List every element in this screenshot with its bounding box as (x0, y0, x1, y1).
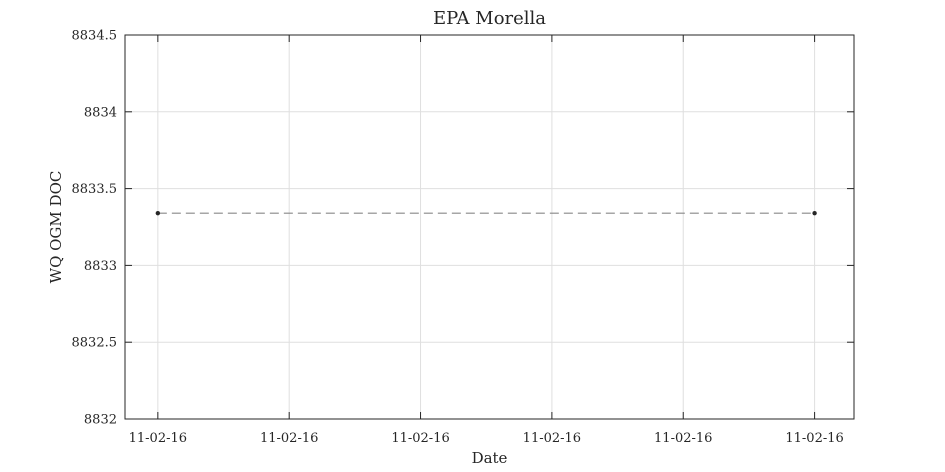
x-tick-label: 11-02-16 (129, 431, 187, 446)
y-axis-label: WQ OGM DOC (47, 171, 65, 284)
y-tick-label: 8832.5 (72, 336, 118, 351)
x-tick-label: 11-02-16 (785, 431, 843, 446)
x-tick-labels: 11-02-16 11-02-16 11-02-16 11-02-16 11-02-16… (129, 431, 844, 446)
y-tick-label: 8833.5 (72, 182, 118, 197)
plot-background (125, 35, 854, 419)
x-tick-label: 11-02-16 (523, 431, 581, 446)
y-tick-labels: 8832 8832.5 8833 8833.5 8834 8834.5 (72, 29, 118, 428)
plot-frame (124, 34, 855, 420)
x-tick-label: 11-02-16 (391, 431, 449, 446)
y-tick-label: 8834 (84, 105, 117, 120)
y-tick-label: 8833 (84, 259, 117, 274)
series-layer (155, 210, 817, 216)
ticks (125, 34, 854, 420)
y-tick-label: 8832 (84, 413, 117, 428)
data-point (155, 210, 161, 216)
x-tick-label: 11-02-16 (260, 431, 318, 446)
x-tick-label: 11-02-16 (654, 431, 712, 446)
y-tick-label: 8834.5 (72, 29, 118, 44)
x-axis-label: Date (472, 449, 508, 467)
data-point (812, 210, 817, 216)
chart-title: EPA Morella (433, 8, 546, 29)
